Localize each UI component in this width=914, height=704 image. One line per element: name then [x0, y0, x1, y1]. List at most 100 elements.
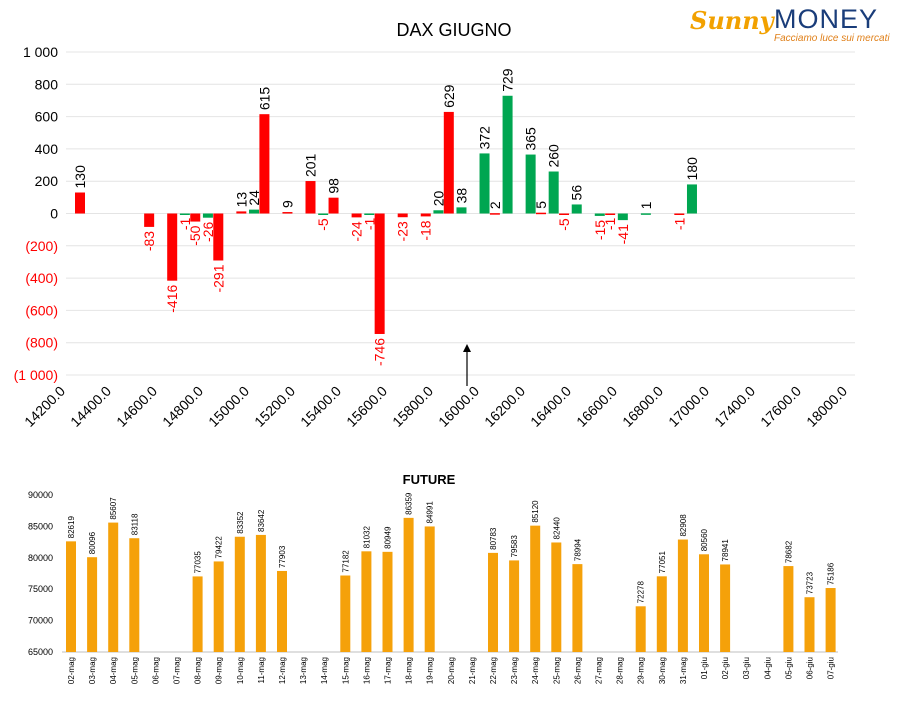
chart1-bar — [456, 207, 467, 214]
chart2-data-label: 80560 — [700, 528, 709, 551]
chart2-data-label: 80783 — [489, 527, 498, 550]
chart1-data-label: -83 — [141, 231, 157, 251]
chart1-ytick-label: (600) — [25, 302, 58, 318]
chart1-bar — [305, 181, 316, 214]
chart2-bar — [361, 551, 372, 652]
chart1-data-label: -5 — [315, 218, 331, 231]
chart2-xtick-label: 06-mag — [151, 657, 160, 684]
chart2-data-label: 77035 — [194, 551, 203, 574]
chart1-data-label: 1 — [638, 201, 654, 209]
logo-sunny-text: Sunny — [690, 6, 774, 35]
chart2-xtick-label: 09-mag — [215, 657, 224, 684]
chart2-data-label: 83352 — [236, 511, 245, 534]
chart2-bar — [66, 541, 76, 652]
chart1-bar — [318, 213, 329, 215]
chart2-data-label: 73723 — [806, 571, 815, 594]
chart2-bar — [403, 517, 414, 652]
chart1-data-label: -1 — [177, 217, 193, 230]
chart1-data-label: 98 — [326, 178, 342, 194]
chart1-data-label: -41 — [615, 224, 631, 244]
chart1-data-label: 365 — [523, 127, 539, 151]
chart2-xtick-label: 11-mag — [257, 657, 266, 684]
chart1-data-label: -1 — [602, 217, 618, 230]
chart1-data-label: -15 — [592, 220, 608, 240]
chart1-bar — [75, 192, 85, 214]
chart1-bar — [213, 213, 224, 261]
chart2-bar — [234, 536, 245, 652]
chart1-xtick-label: 16200.0 — [481, 383, 528, 430]
chart2-data-label: 82619 — [67, 516, 76, 539]
chart2-xtick-label: 27-mag — [595, 657, 604, 684]
chart2-bar — [213, 561, 224, 652]
chart2-xtick-label: 25-mag — [552, 657, 561, 684]
chart1-bar — [351, 213, 362, 218]
chart2-bar — [677, 539, 688, 652]
chart2-xtick-label: 29-mag — [637, 657, 646, 684]
chart2-bar — [108, 522, 119, 652]
chart1-data-label: -416 — [164, 284, 180, 312]
chart2-bar — [87, 557, 98, 652]
chart1-xtick-label: 17600.0 — [757, 383, 804, 430]
chart2-xtick-label: 31-mag — [679, 657, 688, 684]
chart1-xtick-label: 16400.0 — [527, 383, 574, 430]
chart1-ytick-label: (800) — [25, 335, 58, 351]
chart1-bar — [686, 184, 697, 214]
chart2-bar — [699, 554, 709, 652]
chart1-bar — [364, 213, 375, 215]
chart1-xtick-label: 15000.0 — [205, 383, 252, 430]
chart1-bar — [502, 95, 513, 214]
chart1-xtick-label: 15200.0 — [251, 383, 298, 430]
chart1-bar — [617, 213, 628, 221]
chart1-bar — [282, 212, 293, 214]
chart1-bar — [489, 213, 500, 215]
chart2-bar — [804, 597, 815, 652]
chart2-xtick-label: 02-giu — [721, 657, 730, 679]
chart2-data-label: 83642 — [257, 509, 266, 532]
chart1-title: DAX GIUGNO — [396, 20, 511, 40]
chart2-xtick-label: 05-giu — [784, 657, 793, 679]
chart2-xtick-label: 07-giu — [827, 657, 836, 679]
chart1-xtick-label: 15600.0 — [343, 383, 390, 430]
chart1-data-label: 130 — [72, 165, 88, 189]
chart2-bar — [277, 570, 287, 652]
chart2-data-label: 83118 — [130, 513, 139, 535]
chart1-bar — [674, 213, 685, 215]
chart1-bar — [249, 209, 260, 214]
chart2-data-label: 77182 — [341, 550, 350, 573]
chart1-xtick-label: 16800.0 — [619, 383, 666, 430]
chart1-data-label: 2 — [487, 201, 503, 209]
chart1-bar — [525, 154, 536, 214]
chart1-data-label: 9 — [279, 200, 295, 208]
chart1-bar — [640, 213, 651, 215]
chart2-bar — [656, 576, 667, 652]
chart2-data-label: 72278 — [637, 580, 646, 603]
chart2-xtick-label: 19-mag — [426, 657, 435, 684]
brand-logo: Sunny MONEY Facciamo luce sui mercati — [690, 4, 900, 46]
chart2-bar — [129, 538, 140, 652]
chart2-ytick-label: 70000 — [28, 616, 53, 626]
chart1-data-label: -291 — [210, 264, 226, 292]
chart2-data-label: 86359 — [405, 492, 414, 515]
chart2-ytick-label: 75000 — [28, 584, 53, 594]
chart2-ytick-label: 85000 — [28, 521, 53, 531]
chart2-bar — [509, 560, 520, 652]
chart1-ytick-label: 200 — [35, 173, 59, 189]
chart2-xtick-label: 03-giu — [742, 657, 751, 679]
chart2-ytick-label: 65000 — [28, 647, 53, 657]
logo-money-text: MONEY — [774, 4, 879, 34]
chart1-ytick-label: 400 — [35, 141, 59, 157]
chart2-xtick-label: 26-mag — [573, 657, 582, 684]
chart2-bar — [255, 534, 266, 652]
chart1-data-label: 260 — [546, 144, 562, 168]
chart1-xtick-label: 16600.0 — [573, 383, 620, 430]
chart1-xtick-label: 17400.0 — [711, 383, 758, 430]
chart1-bar — [179, 213, 190, 215]
chart1-data-label: -24 — [349, 221, 365, 241]
chart2-xtick-label: 04-mag — [109, 657, 118, 684]
chart1-data-label: -1 — [361, 217, 377, 230]
chart2-data-label: 80096 — [88, 531, 97, 554]
chart1-ytick-label: 0 — [50, 206, 58, 222]
chart2-xtick-label: 28-mag — [616, 657, 625, 684]
chart1-ytick-label: (1 000) — [14, 367, 58, 383]
chart2-ytick-label: 90000 — [28, 490, 53, 500]
